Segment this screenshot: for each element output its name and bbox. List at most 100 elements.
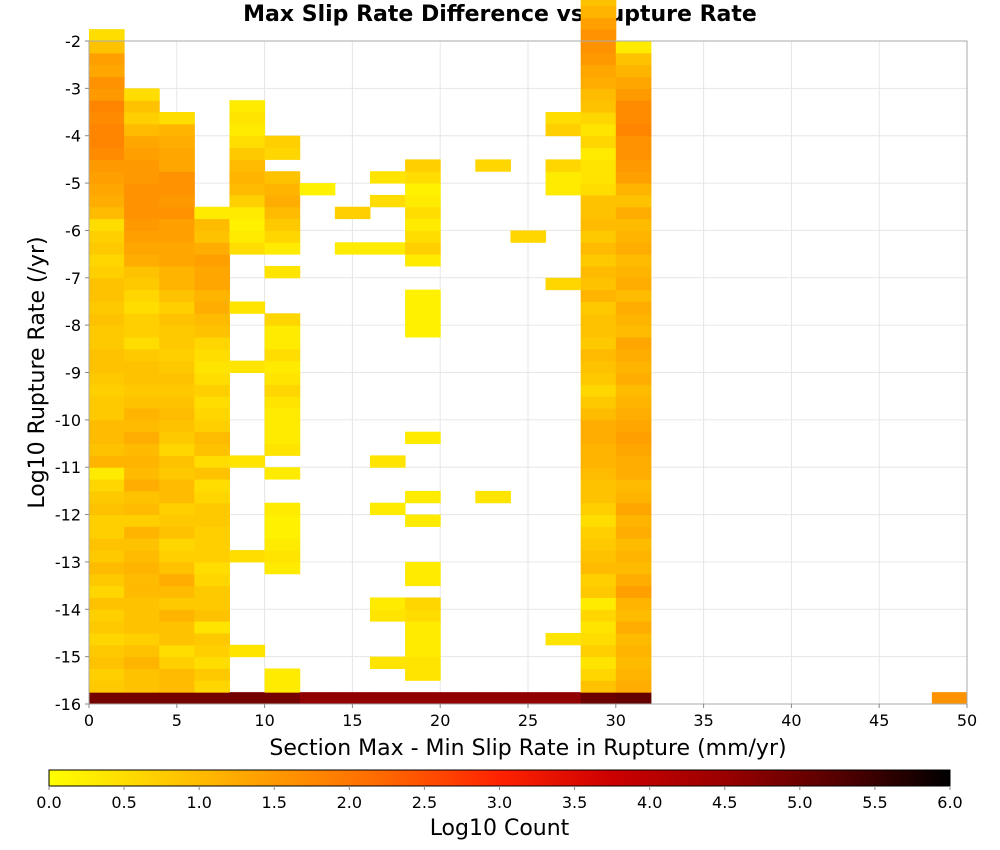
heatmap-cell: [615, 100, 652, 113]
colorbar-ticks: 0.0 0.5 1.0 1.5 2.0 2.5 3.0 3.5 4.0 4.5 5.0 5.5 6.0: [36, 786, 963, 812]
heatmap-cell: [510, 692, 547, 705]
y-tick-label: -11: [55, 458, 81, 477]
heatmap-cell: [89, 668, 125, 681]
heatmap-cell: [159, 609, 195, 622]
colorbar-tick-label: 3.0: [487, 793, 512, 812]
heatmap-cell: [545, 692, 582, 705]
heatmap-cell: [194, 526, 230, 539]
heatmap-cell: [405, 609, 441, 622]
heatmap-cell: [580, 254, 617, 267]
heatmap-cell: [264, 550, 301, 563]
colorbar-tick-label: 5.0: [787, 793, 812, 812]
colorbar-tick-label: 5.5: [862, 793, 887, 812]
heatmap-cell: [194, 621, 230, 634]
heatmap-cell: [159, 159, 195, 172]
heatmap-cell: [159, 668, 195, 681]
heatmap-cell: [229, 455, 266, 468]
heatmap-cell: [580, 621, 617, 634]
heatmap-cell: [89, 455, 125, 468]
x-tick-label: 15: [342, 711, 362, 730]
heatmap-cell: [194, 218, 230, 231]
heatmap-cell: [159, 242, 195, 255]
heatmap-cell: [89, 336, 125, 350]
colorbar-tick-label: 4.0: [637, 793, 662, 812]
heatmap-cell: [264, 561, 301, 575]
heatmap-cell: [264, 526, 301, 539]
heatmap-cell: [89, 561, 125, 575]
heatmap-cell: [580, 17, 617, 30]
heatmap-cell: [159, 467, 195, 480]
heatmap-cell: [264, 396, 301, 409]
heatmap-cell: [159, 632, 195, 646]
heatmap-cell: [580, 479, 617, 492]
heatmap-cell: [264, 372, 301, 385]
heatmap-cell: [124, 479, 160, 492]
heatmap-cell: [124, 313, 160, 326]
heatmap-cell: [194, 325, 230, 338]
heatmap-cell: [194, 609, 230, 622]
heatmap-cell: [264, 336, 301, 350]
heatmap-cell: [159, 526, 195, 539]
y-tick-label: -4: [65, 127, 81, 146]
heatmap-cell: [580, 112, 617, 125]
heatmap-cell: [194, 585, 230, 598]
heatmap-cell: [580, 419, 617, 433]
heatmap-cell: [89, 632, 125, 646]
heatmap-cell: [124, 254, 160, 267]
heatmap-cell: [124, 668, 160, 681]
heatmap-cell: [615, 550, 652, 563]
heatmap-cell: [194, 479, 230, 492]
y-tick-label: -6: [65, 221, 81, 240]
heatmap-cell: [124, 597, 160, 610]
heatmap-cell: [580, 336, 617, 350]
y-tick-label: -13: [55, 553, 81, 572]
heatmap-cell: [264, 135, 301, 149]
heatmap-cell: [89, 313, 125, 326]
x-tick-label: 45: [869, 711, 889, 730]
colorbar: [48, 769, 951, 787]
heatmap-cell: [159, 135, 195, 149]
colorbar-tick-label: 0.5: [111, 793, 136, 812]
heatmap-cell: [229, 644, 266, 658]
heatmap-cell: [615, 301, 652, 314]
heatmap-cell: [475, 490, 511, 504]
heatmap-cell: [89, 372, 125, 385]
heatmap-cell: [264, 467, 301, 480]
heatmap-cell: [229, 147, 266, 160]
heatmap-cell: [615, 372, 652, 385]
heatmap-cell: [615, 668, 652, 681]
heatmap-cell: [580, 242, 617, 255]
heatmap-cell: [159, 692, 195, 705]
heatmap-cell: [89, 112, 125, 125]
heatmap-cell: [124, 585, 160, 598]
heatmap-cell: [194, 656, 230, 669]
heatmap-cell: [580, 218, 617, 231]
heatmap-cell: [264, 348, 301, 362]
heatmap-cell: [615, 135, 652, 149]
heatmap-cell: [264, 218, 301, 231]
heatmap-cell: [580, 100, 617, 113]
heatmap-cell: [580, 372, 617, 385]
heatmap-cell: [264, 171, 301, 184]
heatmap-cell: [124, 431, 160, 445]
heatmap-cell: [545, 277, 582, 291]
heatmap-cell: [580, 396, 617, 409]
heatmap-cell: [159, 313, 195, 326]
heatmap-cell: [194, 632, 230, 646]
heatmap-cell: [580, 5, 617, 18]
heatmap-cell: [124, 123, 160, 137]
heatmap-cell: [615, 52, 652, 66]
heatmap-cell: [89, 490, 125, 504]
heatmap-cell: [264, 668, 301, 681]
heatmap-cell: [580, 538, 617, 551]
heatmap-cell: [89, 514, 125, 527]
heatmap-cell: [405, 325, 441, 338]
heatmap-cell: [615, 76, 652, 89]
heatmap-cell: [405, 656, 441, 669]
heatmap-cell: [89, 502, 125, 516]
heatmap-cell: [89, 100, 125, 113]
heatmap-cell: [580, 194, 617, 208]
heatmap-cell: [580, 159, 617, 172]
heatmap-cell: [545, 632, 582, 646]
heatmap-cell: [580, 301, 617, 314]
